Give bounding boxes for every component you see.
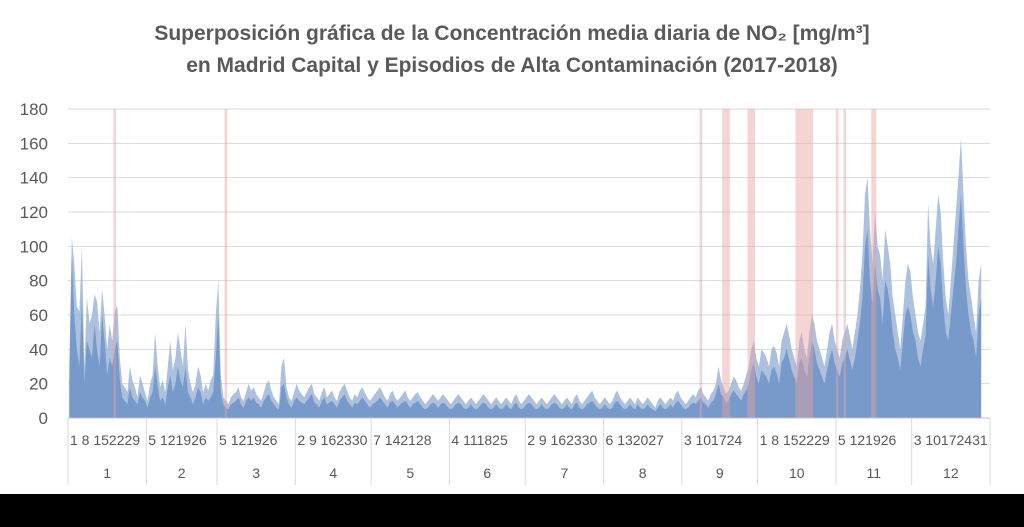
- month-label: 2: [178, 465, 186, 481]
- x-tick-labels: 5 121926: [838, 432, 897, 448]
- area-series-2: [69, 194, 982, 418]
- y-tick-label: 20: [29, 375, 48, 394]
- y-tick-label: 120: [20, 203, 48, 222]
- x-tick-labels: 7 142128: [373, 432, 432, 448]
- x-tick-labels: 5 121926: [148, 432, 207, 448]
- y-tick-label: 100: [20, 237, 48, 256]
- month-label: 6: [483, 465, 491, 481]
- episode-band: [835, 109, 839, 418]
- month-label: 7: [560, 465, 568, 481]
- y-tick-label: 80: [29, 272, 48, 291]
- chart-title-line-1: Superposición gráfica de la Concentració…: [154, 22, 870, 45]
- month-label: 12: [943, 465, 959, 481]
- y-tick-label: 160: [20, 134, 48, 153]
- month-label: 11: [867, 465, 882, 481]
- month-label: 8: [639, 465, 647, 481]
- month-label: 9: [716, 465, 724, 481]
- month-label: 5: [406, 465, 414, 481]
- y-tick-label: 140: [20, 169, 48, 188]
- episode-band: [747, 109, 756, 418]
- x-tick-labels: 2 9 162330: [527, 432, 597, 448]
- episode-band: [699, 109, 703, 418]
- episode-band: [224, 109, 228, 418]
- month-label: 4: [329, 465, 337, 481]
- episode-band: [871, 109, 877, 418]
- x-tick-labels: 4 111825: [451, 432, 508, 448]
- chart-title: Superposición gráfica de la Concentració…: [0, 18, 1024, 82]
- y-tick-label: 60: [29, 306, 48, 325]
- x-tick-labels: 3 101724: [684, 432, 743, 448]
- x-tick-labels: 6 132027: [606, 432, 665, 448]
- x-tick-labels: 5 121926: [219, 432, 278, 448]
- month-label: 10: [789, 465, 805, 481]
- episode-band: [795, 109, 814, 418]
- y-tick-label: 40: [29, 340, 48, 359]
- episode-band: [722, 109, 730, 418]
- chart-area: Superposición gráfica de la Concentració…: [0, 0, 1024, 494]
- y-tick-label: 0: [39, 409, 48, 428]
- x-tick-labels: 3 10172431: [914, 432, 988, 448]
- area-series-1: [69, 138, 982, 418]
- x-tick-labels: 1 8 152229: [70, 432, 140, 448]
- episode-band: [113, 109, 116, 418]
- x-tick-labels: 2 9 162330: [297, 432, 367, 448]
- y-tick-label: 180: [20, 100, 48, 119]
- chart-title-line-2: en Madrid Capital y Episodios de Alta Co…: [186, 54, 838, 77]
- episode-band: [843, 109, 847, 418]
- month-label: 3: [252, 465, 260, 481]
- x-tick-labels: 1 8 152229: [760, 432, 830, 448]
- month-label: 1: [103, 465, 111, 481]
